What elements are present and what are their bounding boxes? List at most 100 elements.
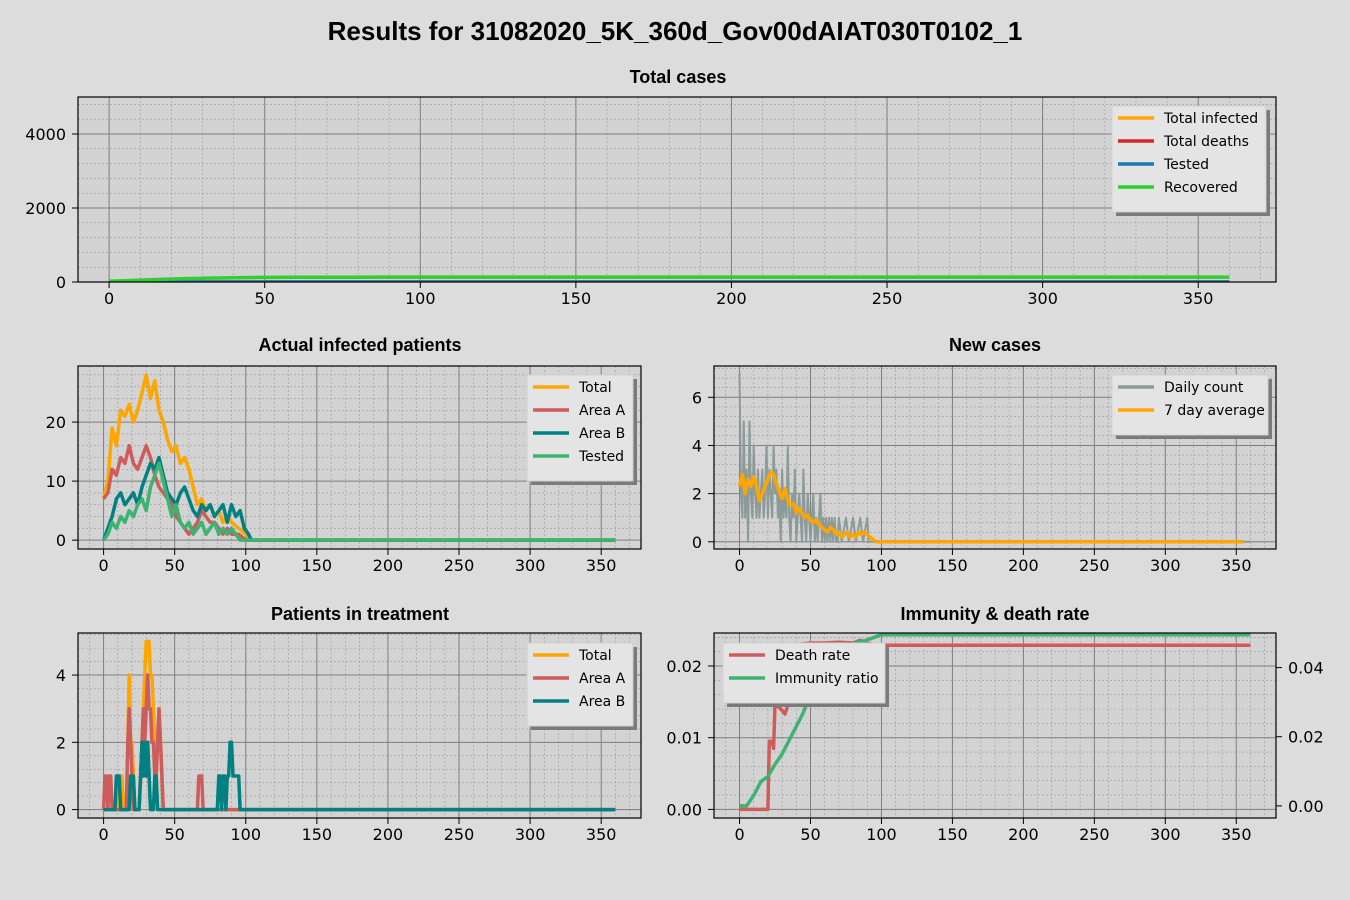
immunity-chart: Immunity & death rate 0 50 100 150 200 250 300… [666, 604, 1323, 844]
x-tick-label: 100 [230, 825, 261, 844]
legend-label: Recovered [1164, 180, 1238, 196]
x-tick-label: 300 [515, 825, 546, 844]
x-tick-label: 200 [1008, 556, 1039, 575]
chart-title-immunity: Immunity & death rate [900, 604, 1089, 624]
y-right-tick-label: 0.04 [1288, 659, 1324, 678]
x-tick-label: 0 [104, 289, 114, 308]
x-tick-label: 150 [302, 556, 333, 575]
legend-label: Death rate [775, 648, 850, 664]
series-line-recovered [109, 275, 1230, 282]
series-line-tested [102, 461, 616, 542]
y-right-tick-label: 0.02 [1288, 728, 1324, 747]
x-tick-label: 100 [866, 825, 897, 844]
x-tick-label: 350 [1183, 289, 1214, 308]
x-tick-label: 350 [586, 556, 617, 575]
y-tick-label: 0 [56, 801, 66, 820]
x-tick-label: 0 [734, 825, 744, 844]
actual-infected-chart: Actual infected patients 0 50 100 150 200 250… [46, 335, 642, 575]
legend-label: Total infected [1163, 111, 1258, 127]
x-tick-label: 50 [255, 289, 275, 308]
axes-frame [713, 365, 1277, 550]
axes-frame [77, 96, 1277, 283]
new-cases-chart: New cases 0 50 100 150 200 250 300 350 0 2 4 6 Daily… [692, 335, 1277, 575]
x-tick-label: 300 [1027, 289, 1058, 308]
legend-label: Area A [579, 671, 626, 687]
axes-frame [77, 365, 642, 550]
x-tick-label: 300 [515, 556, 546, 575]
x-tick-label: 50 [164, 825, 184, 844]
series-line-area-b [103, 740, 616, 812]
legend-box [1111, 374, 1269, 436]
x-tick-label: 250 [444, 556, 475, 575]
chart-title-treatment: Patients in treatment [271, 604, 449, 624]
legend-label: Immunity ratio [775, 671, 879, 687]
y-tick-label: 4000 [25, 125, 66, 144]
legend-label: Total deaths [1163, 134, 1249, 150]
series-line-area-b [101, 455, 616, 542]
y-tick-label: 0 [56, 273, 66, 292]
legend-label: Total [578, 380, 612, 396]
x-tick-label: 300 [1150, 556, 1181, 575]
legend-box [1111, 105, 1267, 213]
x-tick-label: 100 [866, 556, 897, 575]
x-tick-label: 0 [734, 556, 744, 575]
axes-frame [713, 632, 1277, 819]
treatment-chart: Patients in treatment 0 50 100 150 200 250 300… [56, 604, 642, 844]
y-tick-label: 0 [692, 533, 702, 552]
chart-title-actual-infected: Actual infected patients [258, 335, 461, 355]
y-tick-label: 4 [692, 436, 702, 455]
y-tick-label: 6 [692, 388, 702, 407]
x-tick-label: 0 [98, 825, 108, 844]
axes-frame [77, 632, 642, 819]
y-tick-label: 0.00 [666, 800, 702, 819]
x-tick-label: 350 [1221, 556, 1252, 575]
x-tick-label: 50 [800, 556, 820, 575]
x-tick-label: 100 [230, 556, 261, 575]
x-tick-label: 250 [872, 289, 903, 308]
x-tick-label: 150 [937, 825, 968, 844]
x-tick-label: 250 [1079, 825, 1110, 844]
x-tick-label: 0 [98, 556, 108, 575]
y-tick-label: 0.02 [666, 657, 702, 676]
x-tick-label: 50 [800, 825, 820, 844]
legend-label: Area B [579, 694, 625, 710]
figure-title: Results for 31082020_5K_360d_Gov00dAIAT0… [328, 16, 1023, 46]
y-tick-label: 10 [46, 472, 66, 491]
series-line-area-a [101, 673, 616, 812]
x-tick-label: 150 [302, 825, 333, 844]
y-right-tick-label: 0.00 [1288, 797, 1324, 816]
legend-box [722, 642, 886, 704]
y-tick-label: 0.01 [666, 729, 702, 748]
legend-label: Total [578, 648, 612, 664]
series-line-total [101, 373, 616, 542]
x-tick-label: 200 [373, 825, 404, 844]
x-tick-label: 350 [586, 825, 617, 844]
total-cases-chart: Total cases 0 50 100 150 200 250 300 350 0 2000 40… [25, 67, 1277, 308]
x-tick-label: 350 [1221, 825, 1252, 844]
x-tick-label: 150 [937, 556, 968, 575]
chart-title-new-cases: New cases [949, 335, 1041, 355]
y-tick-label: 0 [56, 531, 66, 550]
legend-label: 7 day average [1164, 403, 1265, 419]
x-tick-label: 250 [444, 825, 475, 844]
x-tick-label: 300 [1150, 825, 1181, 844]
legend-label: Area B [579, 426, 625, 442]
x-tick-label: 200 [716, 289, 747, 308]
legend-label: Daily count [1164, 380, 1244, 396]
x-tick-label: 150 [561, 289, 592, 308]
x-tick-label: 250 [1079, 556, 1110, 575]
y-tick-label: 4 [56, 666, 66, 685]
plot-area [78, 97, 1276, 282]
legend-box [526, 642, 634, 727]
y-tick-label: 2000 [25, 199, 66, 218]
y-tick-label: 2 [692, 485, 702, 504]
y-tick-label: 20 [46, 413, 66, 432]
y-tick-label: 2 [56, 733, 66, 752]
x-tick-label: 50 [164, 556, 184, 575]
series-line-7-day-average [737, 470, 1244, 544]
legend-label: Tested [578, 449, 624, 465]
x-tick-label: 200 [373, 556, 404, 575]
x-tick-label: 100 [405, 289, 436, 308]
x-tick-label: 200 [1008, 825, 1039, 844]
